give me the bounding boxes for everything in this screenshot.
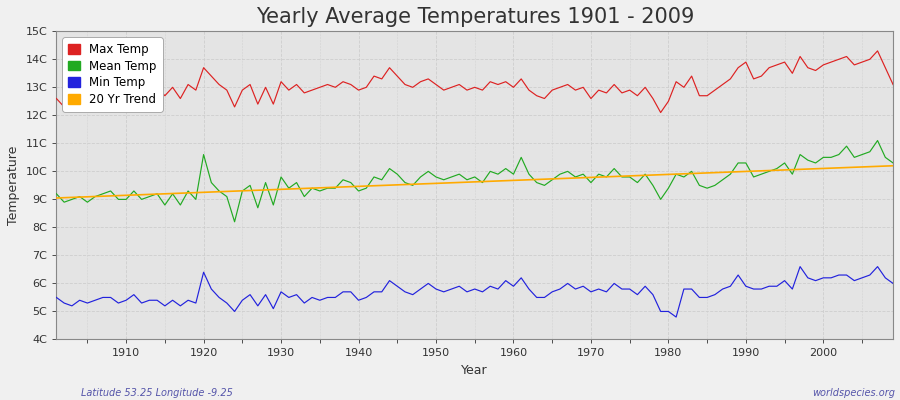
Legend: Max Temp, Mean Temp, Min Temp, 20 Yr Trend: Max Temp, Mean Temp, Min Temp, 20 Yr Tre… <box>62 37 163 112</box>
X-axis label: Year: Year <box>462 364 488 377</box>
Y-axis label: Temperature: Temperature <box>7 146 20 225</box>
Text: worldspecies.org: worldspecies.org <box>813 388 896 398</box>
Title: Yearly Average Temperatures 1901 - 2009: Yearly Average Temperatures 1901 - 2009 <box>256 7 694 27</box>
Text: Latitude 53.25 Longitude -9.25: Latitude 53.25 Longitude -9.25 <box>81 388 233 398</box>
